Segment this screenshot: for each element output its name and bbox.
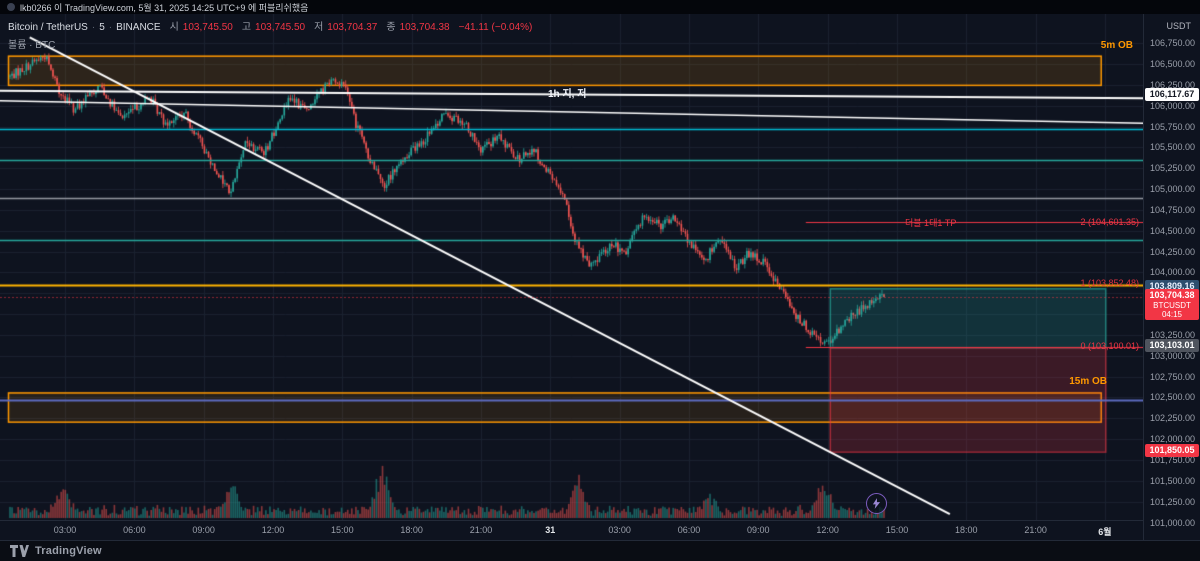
legend-separator: · — [108, 22, 113, 33]
user-avatar[interactable] — [7, 3, 15, 11]
tradingview-wordmark[interactable]: TradingView — [35, 545, 102, 557]
price-tick: 102,500.00 — [1149, 392, 1195, 403]
quick-trade-button[interactable] — [866, 493, 887, 514]
footer-bar: TradingView — [0, 540, 1200, 561]
ob-5m-label[interactable]: 5m OB — [1100, 40, 1133, 51]
ob-15m-label[interactable]: 15m OB — [1069, 376, 1107, 387]
fib-level-1-label[interactable]: 1 (103,852.48) — [1080, 278, 1139, 288]
publish-info-text: lkb0266 이 TradingView.com, 5월 31, 2025 1… — [20, 2, 309, 13]
time-tick: 21:00 — [1024, 525, 1047, 535]
price-tick: 102,000.00 — [1149, 434, 1195, 445]
price-tick: 101,000.00 — [1149, 517, 1195, 528]
price-tick: 101,500.00 — [1149, 475, 1195, 486]
low-label: 저 — [314, 22, 324, 33]
price-tick: 105,000.00 — [1149, 184, 1195, 195]
time-tick: 21:00 — [469, 525, 493, 535]
price-label-current-price[interactable]: 103,704.38 BTCUSDT 04:15 — [1145, 289, 1199, 321]
price-tick: 101,250.00 — [1149, 496, 1195, 507]
time-tick: 15:00 — [331, 525, 354, 535]
symbol-legend: Bitcoin / TetherUS · 5 · BINANCE 시 103,74… — [8, 18, 532, 51]
price-tick: 106,500.00 — [1149, 59, 1195, 70]
time-tick: 18:00 — [400, 525, 423, 535]
time-tick: 03:00 — [53, 525, 77, 535]
time-tick: 06:00 — [123, 525, 146, 535]
price-tick: 106,250.00 — [1149, 79, 1195, 90]
open-label: 시 — [169, 22, 179, 33]
open-value: 103,745.50 — [182, 22, 233, 33]
price-tick: 104,000.00 — [1149, 267, 1195, 278]
price-label-sub: 04:15 — [1161, 310, 1183, 320]
time-tick: 15:00 — [885, 525, 909, 535]
price-tick: 101,750.00 — [1149, 454, 1195, 465]
price-tick: 104,250.00 — [1149, 246, 1195, 257]
time-tick: 6월 — [1098, 527, 1112, 537]
price-tick: 106,000.00 — [1149, 100, 1195, 111]
legend-separator: · — [91, 22, 96, 33]
exchange-label: BINANCE — [116, 22, 161, 33]
price-label-position-stop[interactable]: 101,850.05 — [1145, 443, 1199, 457]
price-label-position-entry[interactable]: 103,103.01 — [1145, 339, 1199, 353]
price-axis-currency[interactable]: USDT — [1166, 21, 1192, 31]
time-tick: 31 — [545, 525, 556, 535]
time-tick: 06:00 — [677, 525, 701, 535]
time-axis[interactable]: 03:00 06:00 09:00 12:00 15:00 18:00 21:00 31 03:… — [0, 520, 1143, 540]
publish-info-bar: lkb0266 이 TradingView.com, 5월 31, 2025 1… — [0, 0, 1200, 14]
close-label: 종 — [386, 22, 396, 33]
low-value: 103,704.37 — [327, 22, 378, 33]
chart-area: Bitcoin / TetherUS · 5 · BINANCE 시 103,74… — [0, 14, 1143, 520]
price-axis[interactable]: USDT 106,750.00 106,500.00 106,250.00 106,0… — [1143, 14, 1200, 540]
time-tick: 18:00 — [955, 525, 978, 535]
time-tick: 03:00 — [608, 525, 631, 535]
price-tick: 102,750.00 — [1149, 371, 1195, 382]
price-tick: 105,250.00 — [1149, 163, 1195, 174]
price-label-sub: BTCUSDT — [1153, 301, 1191, 311]
fib-level-2-label[interactable]: 2 (104,601.35) — [1080, 217, 1139, 227]
price-tick: 103,000.00 — [1149, 350, 1195, 361]
symbol-title[interactable]: Bitcoin / TetherUS — [8, 22, 88, 33]
price-tick: 105,750.00 — [1149, 121, 1195, 132]
lightning-icon — [872, 498, 881, 509]
price-tick: 106,750.00 — [1149, 38, 1195, 49]
close-value: 103,704.38 — [399, 22, 450, 33]
price-tick: 102,250.00 — [1149, 413, 1195, 424]
tp-label[interactable]: 더블 1대1 TP — [905, 218, 957, 228]
price-tick: 105,500.00 — [1149, 142, 1195, 153]
high-label: 고 — [241, 22, 252, 33]
time-tick: 09:00 — [747, 525, 770, 535]
time-tick: 09:00 — [192, 525, 215, 535]
volume-legend[interactable]: 볼륨 · BTC — [8, 40, 56, 51]
trendline-label[interactable]: 1h 지, 저 — [548, 89, 587, 100]
tradingview-logo-icon[interactable] — [10, 545, 29, 557]
price-label-trendline-value[interactable]: 106,117.67 — [1145, 87, 1199, 101]
price-tick: 103,250.00 — [1149, 329, 1195, 340]
change-value: −41.11 (−0.04%) — [458, 22, 533, 33]
high-value: 103,745.50 — [255, 22, 306, 33]
fib-level-0-label[interactable]: 0 (103,100.01) — [1080, 341, 1139, 351]
interval-label[interactable]: 5 — [99, 22, 105, 33]
time-tick: 12:00 — [261, 525, 285, 535]
price-tick: 104,500.00 — [1149, 225, 1195, 236]
price-chart-canvas[interactable] — [0, 14, 1143, 520]
price-tick: 104,750.00 — [1149, 204, 1195, 215]
time-tick: 12:00 — [816, 525, 839, 535]
